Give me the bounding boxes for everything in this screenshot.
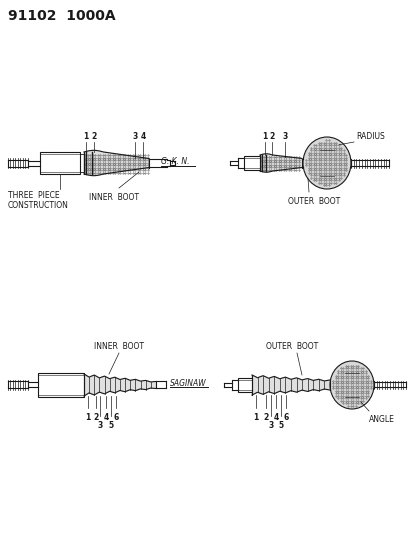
Text: 1: 1 <box>83 132 88 141</box>
Text: 91102  1000A: 91102 1000A <box>8 9 115 23</box>
Text: SAGINAW: SAGINAW <box>170 378 206 387</box>
Text: 1: 1 <box>85 413 90 422</box>
Text: 2: 2 <box>269 132 274 141</box>
Text: INNER  BOOT: INNER BOOT <box>89 193 139 202</box>
Text: INNER  BOOT: INNER BOOT <box>94 342 144 351</box>
Text: 6: 6 <box>282 413 288 422</box>
Text: 2: 2 <box>93 413 98 422</box>
Text: G. K. N.: G. K. N. <box>161 157 189 166</box>
Text: 3: 3 <box>282 132 287 141</box>
Text: 6: 6 <box>113 413 119 422</box>
Text: THREE  PIECE
CONSTRUCTION: THREE PIECE CONSTRUCTION <box>8 191 69 211</box>
Polygon shape <box>84 150 149 176</box>
Ellipse shape <box>302 137 350 189</box>
Text: 2: 2 <box>91 132 96 141</box>
Text: 4: 4 <box>140 132 145 141</box>
Text: 3: 3 <box>268 421 273 430</box>
Bar <box>38 373 84 397</box>
Text: 1: 1 <box>262 132 267 141</box>
Text: 1: 1 <box>253 413 258 422</box>
Text: 5: 5 <box>278 421 283 430</box>
Text: OUTER  BOOT: OUTER BOOT <box>287 197 339 206</box>
Text: 3: 3 <box>97 421 102 430</box>
Text: 2: 2 <box>263 413 268 422</box>
Ellipse shape <box>329 361 373 409</box>
Polygon shape <box>84 374 156 396</box>
Bar <box>40 152 80 174</box>
Polygon shape <box>252 375 329 395</box>
Bar <box>237 378 252 392</box>
Text: RADIUS: RADIUS <box>355 132 384 141</box>
Text: 4: 4 <box>103 413 108 422</box>
Bar <box>243 156 259 170</box>
Text: 5: 5 <box>108 421 113 430</box>
Text: 4: 4 <box>273 413 278 422</box>
Polygon shape <box>259 154 301 172</box>
Text: OUTER  BOOT: OUTER BOOT <box>265 342 317 351</box>
Text: ANGLE: ANGLE <box>368 415 394 424</box>
Text: 3: 3 <box>132 132 137 141</box>
